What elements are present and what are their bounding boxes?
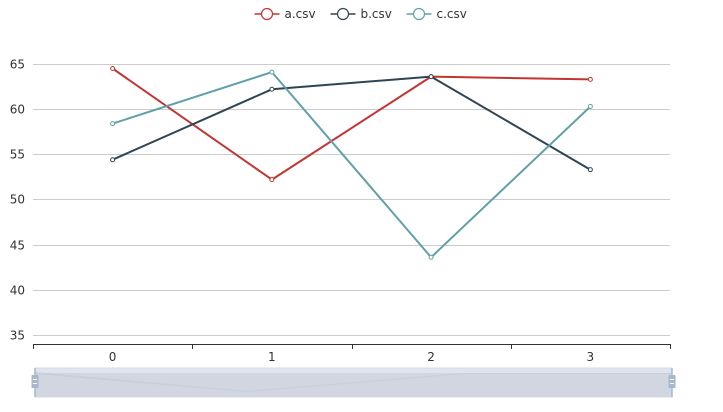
legend-item-b.csv[interactable]: b.csv <box>330 7 392 21</box>
y-tick-label: 60 <box>10 103 25 117</box>
series-b.csv <box>110 74 593 173</box>
legend-item-a.csv[interactable]: a.csv <box>254 7 316 21</box>
series-group <box>110 66 593 260</box>
zoom-preview-shape <box>35 372 672 392</box>
zoom-selected-range[interactable] <box>35 373 672 397</box>
x-tick-label: 0 <box>109 350 117 364</box>
series-line <box>112 75 591 171</box>
data-point[interactable] <box>269 86 275 92</box>
legend-item-c.csv[interactable]: c.csv <box>406 7 467 21</box>
data-zoom-slider[interactable] <box>31 367 676 398</box>
zoom-handle-left[interactable] <box>31 368 39 397</box>
data-point[interactable] <box>428 254 434 260</box>
legend[interactable]: a.csv b.csv c.csv <box>254 7 467 21</box>
data-point[interactable] <box>428 74 434 80</box>
x-tick-label: 2 <box>427 350 435 364</box>
data-point[interactable] <box>269 177 275 183</box>
series-line <box>112 71 592 259</box>
data-point[interactable] <box>110 157 116 163</box>
y-tick-label: 35 <box>10 329 25 343</box>
series-line <box>112 67 591 181</box>
data-point[interactable] <box>110 121 116 127</box>
data-point[interactable] <box>587 103 593 109</box>
legend-circle-icon <box>260 7 274 21</box>
data-point[interactable] <box>587 167 593 173</box>
x-tick-label: 3 <box>587 350 595 364</box>
data-point[interactable] <box>110 66 116 72</box>
x-tick-label: 1 <box>268 350 276 364</box>
legend-circle-icon <box>336 7 350 21</box>
y-tick-label: 45 <box>10 239 25 253</box>
legend-label: c.csv <box>437 7 467 21</box>
series-c.csv <box>110 69 593 260</box>
legend-label: a.csv <box>285 7 316 21</box>
legend-label: b.csv <box>361 7 392 21</box>
data-point[interactable] <box>587 76 593 82</box>
y-tick-label: 55 <box>10 148 25 162</box>
data-point[interactable] <box>269 69 275 75</box>
legend-circle-icon <box>412 7 426 21</box>
zoom-handle-right[interactable] <box>668 368 676 397</box>
y-tick-label: 50 <box>10 193 25 207</box>
axes: 35 40 45 50 55 60 65 0 1 2 3 <box>10 58 671 364</box>
grid-lines <box>33 64 670 336</box>
y-tick-label: 65 <box>10 58 25 72</box>
y-tick-label: 40 <box>10 284 25 298</box>
